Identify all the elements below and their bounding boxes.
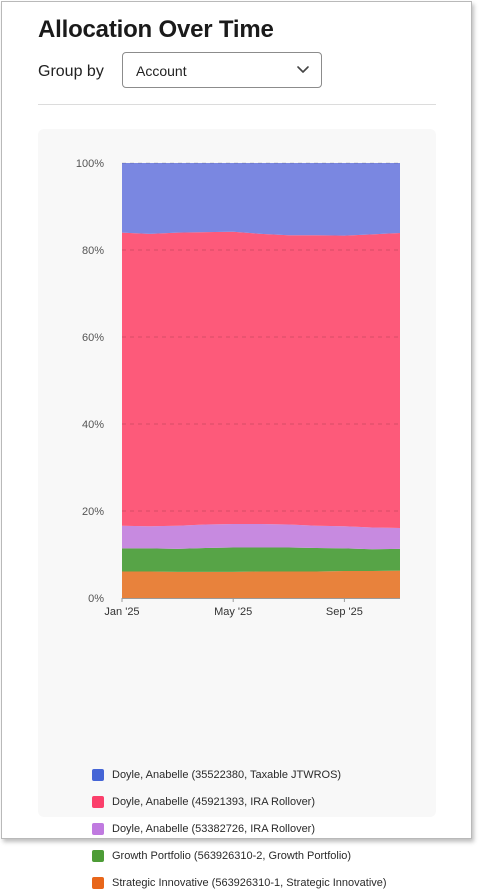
- x-tick-label: May '25: [214, 606, 252, 618]
- allocation-area-chart: 0% 20% 40% 60% 80% 100% Jan '25 May '25 Sep '25: [76, 158, 400, 618]
- y-tick-label: 100%: [76, 158, 104, 170]
- x-tick-label: Jan '25: [104, 606, 139, 618]
- legend-swatch: [92, 823, 104, 835]
- x-tick-label: Sep '25: [326, 606, 363, 618]
- legend-item[interactable]: Doyle, Anabelle (45921393, IRA Rollover): [92, 794, 315, 810]
- page-title: Allocation Over Time: [38, 16, 274, 43]
- area-series-2: [122, 524, 400, 550]
- group-by-label: Group by: [38, 63, 104, 80]
- legend-swatch: [92, 877, 104, 889]
- legend-label: Strategic Innovative (563926310-1, Strat…: [112, 877, 387, 889]
- legend-label: Doyle, Anabelle (45921393, IRA Rollover): [112, 796, 316, 808]
- y-tick-label: 40%: [82, 419, 104, 431]
- legend-item[interactable]: Doyle, Anabelle (35522380, Taxable JTWRO…: [92, 767, 341, 783]
- legend-swatch: [92, 769, 104, 781]
- allocation-panel: Allocation Over Time Group by Account 0%…: [1, 1, 472, 889]
- header-divider: [38, 104, 436, 105]
- legend-item[interactable]: Strategic Innovative (563926310-1, Strat…: [92, 875, 387, 891]
- area-series-3: [122, 231, 400, 528]
- legend-item[interactable]: Growth Portfolio (563926310-2, Growth Po…: [92, 848, 351, 864]
- legend-label: Growth Portfolio (563926310-2, Growth Po…: [112, 850, 352, 862]
- area-series-1: [122, 547, 400, 572]
- legend-label: Doyle, Anabelle (53382726, IRA Rollover): [112, 823, 316, 835]
- y-tick-label: 0%: [88, 593, 104, 605]
- y-tick-label: 20%: [82, 506, 104, 518]
- area-series-4: [122, 163, 400, 236]
- y-tick-label: 60%: [82, 332, 104, 344]
- chevron-down-icon: [297, 66, 309, 73]
- legend-swatch: [92, 796, 104, 808]
- area-series-0: [122, 570, 400, 598]
- chart-card: 0% 20% 40% 60% 80% 100% Jan '25 May '25 Sep '25 …: [38, 129, 436, 889]
- legend-swatch: [92, 850, 104, 862]
- y-tick-label: 80%: [82, 245, 104, 257]
- legend-item[interactable]: Doyle, Anabelle (53382726, IRA Rollover): [92, 821, 315, 837]
- group-by-select[interactable]: Account: [122, 52, 322, 88]
- legend-label: Doyle, Anabelle (35522380, Taxable JTWRO…: [112, 769, 342, 781]
- group-by-selected-value: Account: [136, 63, 187, 79]
